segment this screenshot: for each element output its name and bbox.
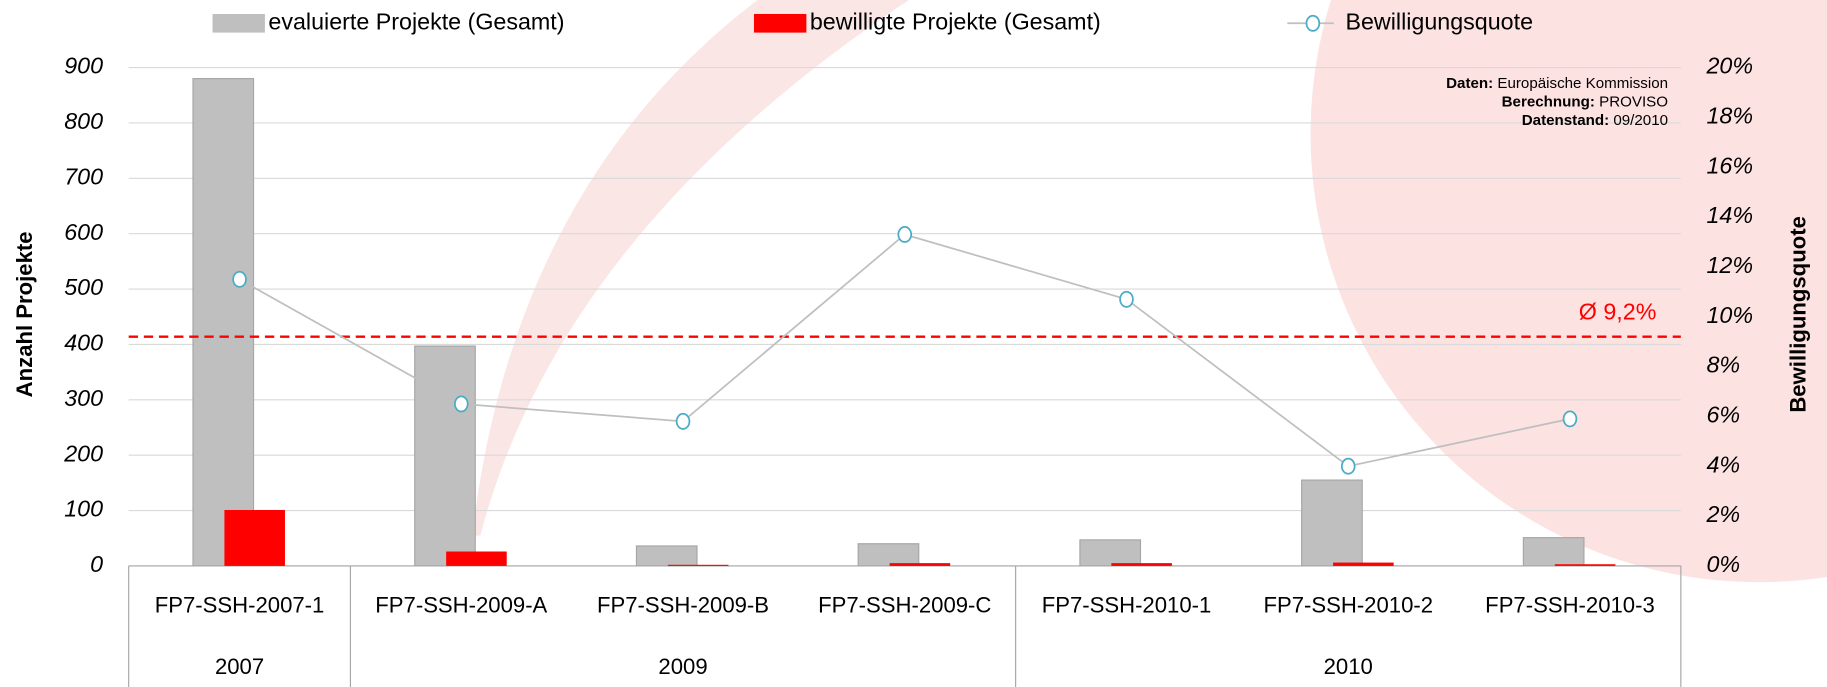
page: {"chart_data": { "type": "bar", "categor… bbox=[0, 0, 1827, 687]
bar bbox=[1302, 480, 1363, 566]
source-label: Berechnung: bbox=[1502, 93, 1595, 110]
bar bbox=[890, 563, 951, 566]
y-tick-label: 500 bbox=[64, 274, 103, 300]
x-tick-label: FP7-SSH-2010-2 bbox=[1263, 592, 1433, 617]
bar bbox=[415, 346, 476, 566]
bar bbox=[1111, 563, 1172, 566]
line-marker bbox=[1342, 459, 1355, 474]
legend-swatch bbox=[754, 14, 806, 33]
legend-swatch bbox=[1306, 16, 1319, 31]
bar bbox=[636, 546, 697, 566]
bar bbox=[1333, 563, 1394, 566]
y2-tick-label: 6% bbox=[1706, 402, 1740, 428]
line-marker bbox=[898, 227, 911, 242]
y-tick-label: 200 bbox=[63, 440, 103, 466]
source-text: Europäische Kommission bbox=[1497, 75, 1668, 92]
y-tick-label: 300 bbox=[64, 385, 103, 411]
source-text: 09/2010 bbox=[1613, 112, 1668, 129]
source-label: Datenstand: bbox=[1522, 112, 1609, 129]
y2-tick-label: 4% bbox=[1706, 451, 1740, 477]
y2-tick-label: 12% bbox=[1706, 252, 1753, 278]
line-marker bbox=[233, 272, 246, 287]
y-tick-label: 800 bbox=[64, 108, 103, 134]
bar bbox=[858, 544, 919, 566]
source-text: PROVISO bbox=[1599, 93, 1668, 110]
y2-tick-label: 0% bbox=[1706, 551, 1740, 577]
x-tick-label: FP7-SSH-2009-B bbox=[597, 592, 769, 617]
source-note: Daten: Europäische Kommission bbox=[1446, 75, 1668, 92]
bar bbox=[668, 565, 729, 566]
group-label: 2007 bbox=[215, 654, 264, 679]
y2-tick-label: 16% bbox=[1706, 152, 1753, 178]
source-label: Daten: bbox=[1446, 75, 1493, 92]
group-label: 2009 bbox=[658, 654, 707, 679]
y-tick-label: 0 bbox=[90, 551, 103, 577]
legend-label: bewilligte Projekte (Gesamt) bbox=[810, 8, 1101, 34]
x-tick-label: FP7-SSH-2009-C bbox=[818, 592, 991, 617]
y-tick-label: 900 bbox=[64, 53, 103, 79]
y2-axis-title: Bewilligungsquote bbox=[1785, 216, 1810, 413]
y2-tick-label: 2% bbox=[1705, 501, 1740, 527]
bar bbox=[224, 510, 285, 566]
y-tick-label: 100 bbox=[64, 496, 103, 522]
x-tick-label: FP7-SSH-2007-1 bbox=[155, 592, 325, 617]
legend-swatch bbox=[213, 14, 265, 33]
group-label: 2010 bbox=[1324, 654, 1373, 679]
x-tick-label: FP7-SSH-2009-A bbox=[375, 592, 547, 617]
y2-tick-label: 18% bbox=[1706, 103, 1753, 129]
legend-label: Bewilligungsquote bbox=[1345, 8, 1533, 34]
source-note: Datenstand: 09/2010 bbox=[1522, 112, 1668, 129]
line-marker bbox=[1564, 411, 1577, 426]
bar bbox=[1523, 538, 1584, 566]
reference-label: Ø 9,2% bbox=[1579, 299, 1657, 325]
legend-label: evaluierte Projekte (Gesamt) bbox=[268, 8, 564, 34]
bar bbox=[1555, 564, 1616, 566]
y2-tick-label: 8% bbox=[1706, 352, 1740, 378]
bar bbox=[1080, 540, 1141, 566]
y-tick-label: 400 bbox=[64, 330, 103, 356]
y-axis-title: Anzahl Projekte bbox=[12, 231, 37, 397]
x-tick-label: FP7-SSH-2010-3 bbox=[1485, 592, 1655, 617]
source-note: Berechnung: PROVISO bbox=[1502, 93, 1669, 110]
y-tick-label: 700 bbox=[64, 163, 103, 189]
y2-tick-label: 20% bbox=[1705, 53, 1753, 79]
x-tick-label: FP7-SSH-2010-1 bbox=[1042, 592, 1212, 617]
line-marker bbox=[455, 396, 468, 411]
bar bbox=[446, 552, 507, 566]
line-marker bbox=[677, 414, 690, 429]
chart: Anzahl Projekte Bewilligungsquote 0 100 20… bbox=[0, 0, 1827, 687]
y2-tick-label: 14% bbox=[1706, 202, 1753, 228]
y-tick-label: 600 bbox=[64, 219, 103, 245]
line-marker bbox=[1120, 292, 1133, 307]
y2-tick-label: 10% bbox=[1706, 302, 1753, 328]
bar bbox=[193, 79, 254, 566]
